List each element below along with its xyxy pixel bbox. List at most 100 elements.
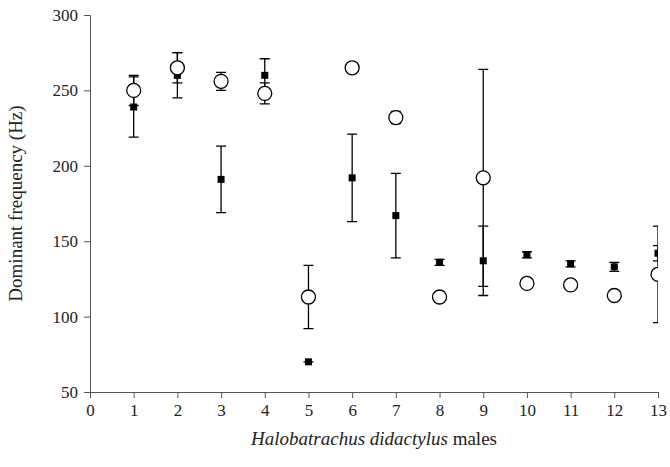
error-bar [216,146,226,212]
x-tick: 2 [174,392,183,420]
x-tick: 7 [392,392,401,420]
x-tick-mark [221,392,222,398]
plot: 01234567891011121350100150200250300 [53,6,668,420]
x-tick-mark [265,392,266,398]
point [345,61,359,75]
y-tick-label: 150 [53,232,79,251]
point [567,260,574,267]
point [523,251,530,258]
point [476,171,490,185]
x-tick-mark [614,392,615,398]
point [564,278,578,292]
y-axis-line [84,16,91,393]
point [301,290,315,304]
point [436,259,443,266]
point [392,212,399,219]
y-tick-mark [84,166,90,167]
y-tick-mark [84,241,90,242]
point [170,61,184,75]
x-tick-mark [527,392,528,398]
point [261,72,268,79]
y-tick: 100 [53,308,91,327]
series [129,53,658,366]
x-tick: 8 [436,392,445,420]
point [305,358,312,365]
y-tick: 250 [53,81,91,100]
x-tick: 4 [261,392,270,420]
x-tick-mark [396,392,397,398]
x-axis-line [91,393,659,399]
x-tick-label: 7 [392,401,401,420]
error-bar [566,261,576,267]
y-tick-label: 300 [53,6,79,25]
x-tick-label: 3 [217,401,226,420]
x-tick-mark [177,392,178,398]
y-tick-mark [84,317,90,318]
point [520,276,534,290]
x-tick-label: 5 [305,401,314,420]
x-tick: 1 [130,392,139,420]
x-tick-label: 10 [519,401,536,420]
error-bar [653,246,658,261]
point [611,263,618,270]
error-bar [609,262,619,271]
y-tick-label: 250 [53,81,79,100]
x-tick-mark [134,392,135,398]
x-tick: 0 [86,392,95,420]
y-axis-title: Dominant frequency (Hz) [5,105,27,301]
x-tick: 5 [305,392,314,420]
x-tick: 9 [479,392,488,420]
x-tick-mark [308,392,309,398]
y-tick: 50 [61,383,90,402]
y-tick-label: 100 [53,308,79,327]
series [127,53,658,329]
x-tick-mark [658,392,659,398]
y-tick-mark [84,15,90,16]
x-tick: 10 [519,392,536,420]
error-bar [522,252,532,258]
point [433,290,447,304]
y-tick-mark [84,90,90,91]
x-tick-label: 8 [436,401,445,420]
x-axis-title: Halobatrachus didactylus males [250,428,497,449]
x-tick-mark [483,392,484,398]
x-tick-label: 4 [261,401,270,420]
point [389,111,403,125]
x-tick-label: 13 [650,401,667,420]
x-axis: 012345678910111213 [86,392,667,420]
chart: 01234567891011121350100150200250300Halob… [0,0,670,467]
error-bar [391,173,401,257]
x-tick: 11 [563,392,579,420]
y-tick: 150 [53,232,91,251]
x-tick-label: 6 [348,401,357,420]
error-bar [347,134,357,221]
x-tick-label: 0 [86,401,95,420]
y-tick-label: 50 [61,383,78,402]
x-tick: 13 [650,392,667,420]
x-tick-label: 9 [479,401,488,420]
x-tick-label: 1 [130,401,139,420]
x-tick-mark [571,392,572,398]
x-tick-mark [440,392,441,398]
point [258,86,272,100]
y-axis: 50 100 150 200 250 300 [53,6,91,402]
x-tick-label: 11 [563,401,579,420]
point [127,83,141,97]
y-tick-label: 200 [53,157,79,176]
y-tick-mark [84,392,90,393]
x-tick-label: 12 [606,401,623,420]
x-tick: 12 [606,392,623,420]
error-bar [435,259,445,265]
x-tick-label: 2 [174,401,183,420]
y-tick: 200 [53,157,91,176]
point [651,267,658,281]
y-tick: 300 [53,6,91,25]
point [607,288,621,302]
point [218,176,225,183]
x-tick: 3 [217,392,226,420]
point [214,74,228,88]
point [349,174,356,181]
x-tick: 6 [348,392,357,420]
data-area [127,53,658,366]
x-tick-mark [352,392,353,398]
